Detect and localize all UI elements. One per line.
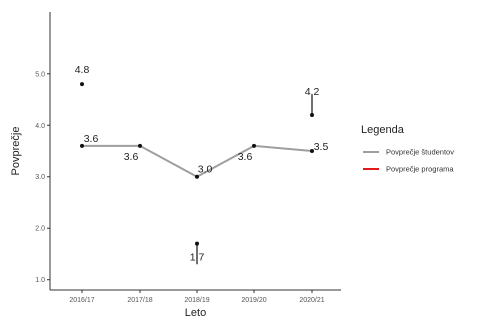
- individual-data-label: 1.7: [190, 252, 205, 264]
- x-tick-label: 2016/17: [69, 297, 94, 304]
- series-data-label: 3.6: [84, 133, 99, 145]
- labels: 3.6 3.6 3.0 3.6 3.5 4.8 1.7 4.2: [75, 64, 329, 264]
- x-tick-label: 2019/20: [241, 297, 266, 304]
- series-data-label: 3.6: [124, 151, 139, 163]
- x-tick-label: 2017/18: [127, 297, 152, 304]
- legend-entry-label: Povprečje programa: [386, 165, 454, 174]
- x-axis-title: Leto: [185, 307, 206, 319]
- individual-point: [80, 82, 84, 87]
- axes: 1.0 2.0 3.0 4.0 5.0 2016/17 2017/18 2018/19 2019…: [35, 12, 341, 304]
- series-point: [195, 174, 199, 179]
- series-point: [252, 143, 256, 148]
- series-data-label: 3.0: [198, 164, 213, 176]
- series-point: [310, 149, 314, 153]
- legend-title: Legenda: [361, 124, 405, 136]
- legend: Legenda Povprečje študentov Povprečje pro…: [361, 124, 454, 174]
- marks: [80, 82, 314, 265]
- legend-entry-label: Povprečje študentov: [386, 148, 454, 157]
- series-point: [138, 143, 142, 148]
- y-tick-label: 3.0: [35, 174, 45, 181]
- individual-data-label: 4.2: [305, 86, 320, 98]
- individual-point: [195, 241, 199, 246]
- y-axis-title: Povprečje: [10, 127, 22, 176]
- y-tick-label: 5.0: [35, 71, 45, 78]
- series-point: [80, 143, 84, 148]
- individual-point: [310, 112, 314, 117]
- series-data-label: 3.6: [238, 151, 253, 163]
- y-tick-label: 2.0: [35, 226, 45, 233]
- y-tick-label: 1.0: [35, 277, 45, 284]
- x-tick-label: 2020/21: [299, 297, 324, 304]
- series-data-label: 3.5: [314, 141, 329, 153]
- individual-data-label: 4.8: [75, 64, 90, 76]
- x-tick-label: 2018/19: [184, 297, 209, 304]
- y-tick-label: 4.0: [35, 123, 45, 130]
- legend-entries: Povprečje študentov Povprečje programa: [363, 148, 454, 174]
